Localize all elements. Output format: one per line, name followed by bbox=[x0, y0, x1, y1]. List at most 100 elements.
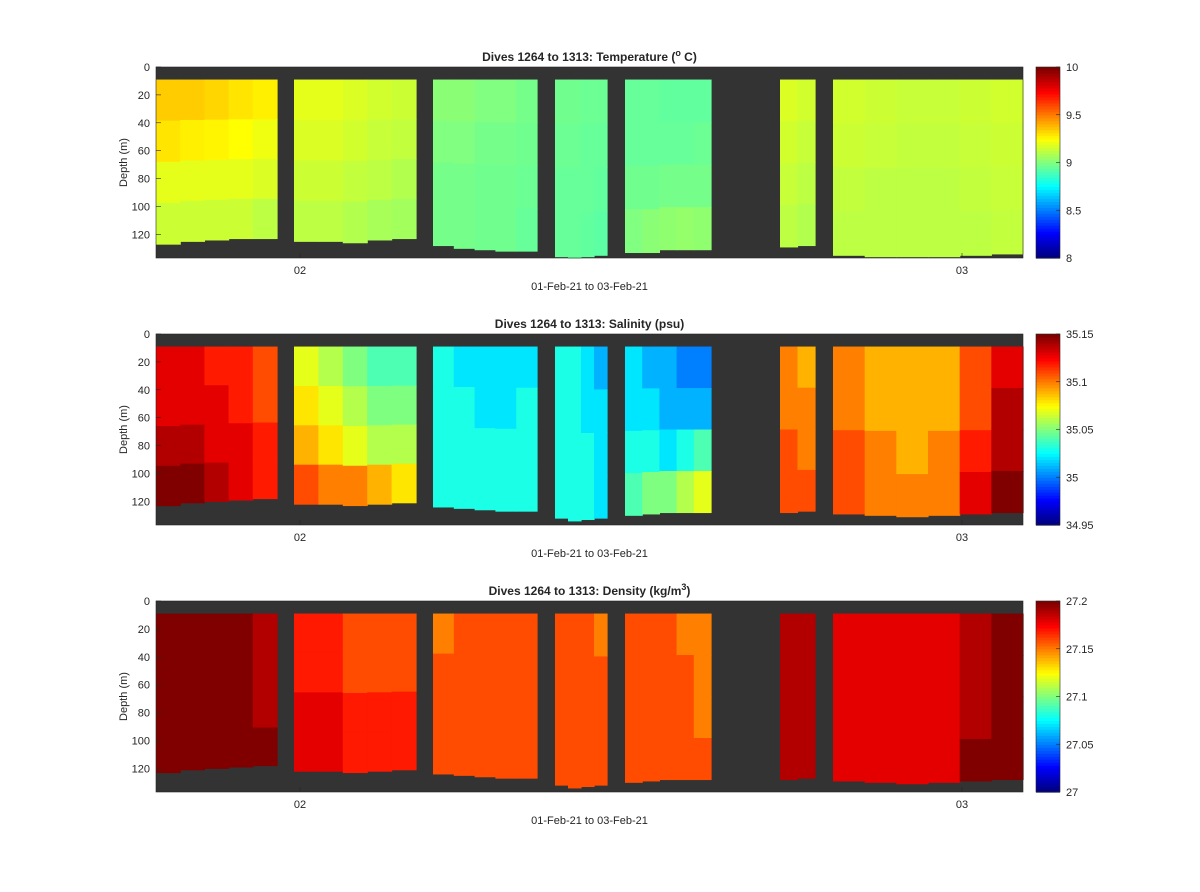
colorbar-swatch bbox=[1036, 468, 1060, 472]
data-cell bbox=[495, 79, 517, 124]
colorbar-swatch bbox=[1036, 621, 1060, 626]
data-cell bbox=[833, 123, 866, 168]
colorbar-tick-label: 27.05 bbox=[1066, 739, 1094, 751]
data-cell bbox=[642, 472, 660, 515]
data-cell bbox=[474, 387, 496, 429]
data-cell bbox=[928, 212, 961, 258]
colorbar: 8 8.5 9 9.5 10 bbox=[1035, 62, 1081, 265]
data-cell bbox=[959, 472, 992, 515]
data-cell bbox=[864, 473, 897, 516]
colorbar-swatch bbox=[1036, 687, 1060, 692]
data-cell bbox=[797, 469, 816, 512]
data-cell bbox=[896, 431, 929, 475]
colorbar-swatch bbox=[1036, 624, 1060, 629]
data-cell bbox=[342, 426, 368, 467]
data-cell bbox=[294, 200, 319, 242]
data-cell bbox=[642, 209, 660, 254]
data-cell bbox=[625, 613, 643, 657]
colorbar-swatch bbox=[1036, 444, 1060, 448]
data-cell bbox=[780, 429, 799, 472]
data-cell bbox=[693, 122, 712, 166]
data-cell bbox=[581, 432, 595, 477]
colorbar-swatch bbox=[1036, 606, 1060, 611]
data-cell bbox=[453, 79, 476, 123]
data-cell bbox=[156, 613, 181, 654]
data-cell bbox=[367, 692, 393, 733]
data-cell bbox=[228, 728, 254, 768]
colorbar-swatch bbox=[1036, 177, 1060, 181]
data-cell bbox=[581, 699, 595, 744]
colorbar-swatch bbox=[1036, 135, 1060, 140]
data-cell bbox=[797, 203, 816, 247]
data-cell bbox=[180, 424, 205, 465]
data-cell bbox=[391, 346, 417, 387]
data-cell bbox=[453, 163, 476, 207]
colorbar-swatch bbox=[1036, 114, 1060, 119]
colorbar-swatch bbox=[1036, 498, 1060, 502]
y-tick-label: 0 bbox=[144, 329, 150, 341]
data-cell bbox=[693, 655, 712, 698]
y-tick-label: 0 bbox=[144, 62, 150, 74]
colorbar-swatch bbox=[1036, 99, 1060, 104]
data-cell bbox=[367, 159, 393, 201]
data-cell bbox=[581, 476, 595, 521]
data-cell bbox=[252, 198, 278, 240]
colorbar-swatch bbox=[1036, 201, 1060, 205]
y-tick-label: 120 bbox=[132, 496, 150, 508]
data-cell bbox=[433, 466, 455, 508]
data-cell bbox=[693, 388, 712, 431]
colorbar-swatch bbox=[1036, 642, 1060, 647]
x-axis-label: 01-Feb-21 to 03-Feb-21 bbox=[531, 815, 648, 827]
colorbar-tick-label: 27.2 bbox=[1066, 596, 1087, 608]
data-cell bbox=[568, 124, 582, 170]
data-cell bbox=[780, 470, 799, 514]
y-tick-label: 120 bbox=[132, 229, 150, 241]
y-tick-label: 60 bbox=[138, 413, 150, 425]
data-cell bbox=[594, 123, 608, 168]
colorbar-swatch bbox=[1036, 348, 1060, 353]
colorbar: 34.95 35 35.05 35.1 35.15 bbox=[1035, 329, 1094, 532]
colorbar-swatch bbox=[1036, 768, 1060, 772]
data-cell bbox=[433, 613, 455, 655]
data-cell bbox=[391, 691, 417, 732]
colorbar-tick-label: 35.1 bbox=[1066, 377, 1087, 389]
data-cell bbox=[204, 613, 230, 653]
data-cell bbox=[156, 120, 181, 163]
colorbar-swatch bbox=[1036, 636, 1060, 641]
data-cell bbox=[676, 207, 695, 251]
colorbar-swatch bbox=[1036, 414, 1060, 419]
data-cell bbox=[555, 79, 569, 125]
data-cell bbox=[594, 167, 608, 212]
y-tick-label: 60 bbox=[138, 680, 150, 692]
data-cell bbox=[594, 742, 608, 786]
data-cell bbox=[555, 168, 569, 213]
data-cell bbox=[367, 464, 393, 505]
data-cell bbox=[204, 423, 230, 464]
data-cell bbox=[991, 123, 1024, 168]
colorbar-swatch bbox=[1036, 522, 1060, 526]
colorbar-swatch bbox=[1036, 69, 1060, 74]
data-cell bbox=[833, 167, 866, 212]
data-cell bbox=[568, 346, 582, 391]
data-cell bbox=[959, 613, 992, 656]
data-cell bbox=[252, 79, 278, 120]
colorbar-swatch bbox=[1036, 216, 1060, 220]
data-cell bbox=[693, 164, 712, 208]
colorbar-swatch bbox=[1036, 144, 1060, 149]
data-cell bbox=[342, 613, 368, 654]
x-tick-label: 02 bbox=[294, 799, 306, 811]
data-cell bbox=[318, 119, 344, 162]
data-cell bbox=[204, 119, 230, 161]
x-tick-label: 02 bbox=[294, 532, 306, 544]
colorbar-swatch bbox=[1036, 162, 1060, 167]
data-cell bbox=[474, 613, 496, 655]
data-cell bbox=[342, 120, 368, 162]
data-cell bbox=[676, 696, 695, 739]
colorbar-swatch bbox=[1036, 669, 1060, 674]
data-cell bbox=[180, 160, 205, 202]
colorbar-swatch bbox=[1036, 720, 1060, 724]
data-cell bbox=[495, 387, 517, 430]
data-cell bbox=[555, 123, 569, 169]
colorbar-swatch bbox=[1036, 774, 1060, 778]
data-cell bbox=[367, 346, 393, 387]
